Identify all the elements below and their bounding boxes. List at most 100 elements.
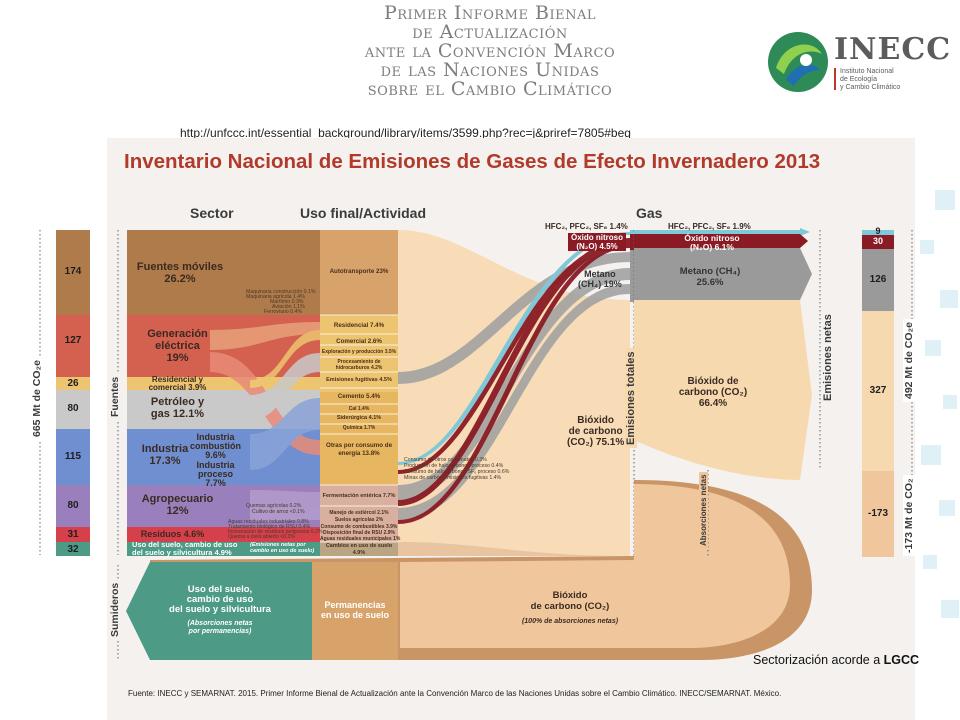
sector-label-line: 12% bbox=[166, 505, 189, 517]
right-axis-bottom-label: -173 Mt de CO₂ bbox=[903, 475, 915, 556]
sector-label-industria-comb: Industria combustión 9.6% bbox=[188, 433, 243, 460]
gas-label-n2o-right: Óxido nitroso (N₂O) 6.1% bbox=[670, 234, 754, 252]
sector-label-line: (Emisiones netas por bbox=[250, 542, 306, 548]
sectorizacion-note: Sectorización acorde a LGCC bbox=[753, 653, 919, 667]
report-title: Primer Informe Bienal de Actualización a… bbox=[280, 4, 700, 99]
sector-block-residencial bbox=[127, 377, 320, 390]
bottom-label-perm: Permanencias en uso de suelo bbox=[312, 600, 398, 620]
left-value: 80 bbox=[67, 403, 79, 414]
bottom-label-co2: Bióxido de carbono (CO₂) bbox=[500, 590, 640, 612]
gas-label-ch4-left: Metano (CH₄) 19% bbox=[578, 269, 622, 289]
sector-label-line: Uso del suelo, cambio de uso bbox=[132, 540, 238, 549]
sector-use-ribbons bbox=[210, 322, 320, 522]
logo-subtitle: Instituto Nacional de Ecología y Cambio … bbox=[840, 68, 900, 92]
sub-label: Maquinaria construcción 0.1% bbox=[246, 289, 316, 295]
emisiones-totales-label: Emisiones totales bbox=[625, 348, 637, 448]
net-hfc bbox=[634, 230, 802, 234]
gas-label-line: (CO₂) 75.1% bbox=[567, 437, 625, 448]
decorative-tiles bbox=[920, 190, 959, 618]
bottom-label-line: en uso de suelo bbox=[320, 610, 389, 620]
bottom-label-line: Uso del suelo, bbox=[187, 584, 253, 595]
use-label: Cal 1.4% bbox=[348, 406, 370, 412]
sub-label: Incineración de residuos peligrosos 0.2% bbox=[228, 529, 323, 535]
right-value: -173 bbox=[867, 508, 888, 519]
use-label: Aguas residuales municipales 1% bbox=[320, 536, 401, 542]
right-bar-co2 bbox=[862, 311, 894, 471]
inecc-logo: INECC Instituto Nacional de Ecología y C… bbox=[766, 30, 950, 100]
mid-label: Producción de halocarbonos-proceso 0.4% bbox=[404, 463, 504, 469]
gas-label-co2-right: Bióxido de carbono (CO₂) 66.4% bbox=[665, 376, 761, 409]
left-value: 80 bbox=[67, 500, 79, 511]
net-hfc-arrow bbox=[800, 228, 810, 236]
use-column-autotransporte bbox=[320, 230, 398, 315]
value-bar-industria bbox=[56, 429, 90, 485]
sector-block-residuos bbox=[127, 527, 320, 542]
left-value: 174 bbox=[64, 266, 82, 277]
right-bar-absorciones bbox=[862, 471, 894, 557]
sector-label-moviles: Fuentes móviles 26.2% bbox=[130, 261, 230, 285]
right-axis-top-label: 492 Mt de CO₂e bbox=[903, 318, 915, 402]
sector-label-uso-suelo: Uso del suelo, cambio de uso del suelo y… bbox=[132, 541, 237, 556]
use-label: Suelos agrícolas 2% bbox=[334, 517, 384, 523]
gas-label-line: 66.4% bbox=[698, 398, 728, 409]
sector-label-line: comercial 3.9% bbox=[148, 383, 207, 392]
use-label: Exploración y producción 3.5% bbox=[321, 349, 397, 355]
net-ch4 bbox=[634, 248, 812, 300]
ribbon-generacion-residencial bbox=[210, 322, 320, 350]
column-head-uso: Uso final/Actividad bbox=[300, 205, 427, 221]
use-column-agro bbox=[320, 485, 398, 542]
bottom-label-line: (Absorciones netas bbox=[187, 620, 253, 627]
sector-label-line: Agropecuario bbox=[141, 493, 214, 505]
logo-divider bbox=[834, 68, 836, 90]
sector-label-line: Industria bbox=[141, 443, 189, 455]
net-n2o-arrow bbox=[800, 234, 808, 248]
sector-block-uso-suelo bbox=[127, 542, 320, 556]
sub-label: Tratamiento biológico de RSU 0.4% bbox=[228, 524, 311, 530]
gas-label-line: (CH₄) 19% bbox=[578, 279, 622, 289]
sumideros-label: Sumideros bbox=[109, 579, 121, 640]
source-url: http://unfccc.int/essential_background/l… bbox=[180, 126, 631, 140]
use-label: Otras por consumo de energía 13.8% bbox=[326, 442, 393, 457]
emisiones-netas-label: Emisiones netas bbox=[822, 311, 834, 404]
sub-label: Quemas agrícolas 0.2% bbox=[246, 503, 302, 509]
sector-label-residencial: Residencial y comercial 3.9% bbox=[130, 376, 225, 392]
bottom-label-line: de carbono (CO₂) bbox=[530, 601, 610, 612]
value-bar-residuos bbox=[56, 527, 90, 542]
sector-label-line: Petróleo y bbox=[150, 396, 205, 408]
gas-label-co2-left: Bióxido de carbono (CO₂) 75.1% bbox=[567, 415, 624, 448]
use-label: Fermentación entérica 7.7% bbox=[322, 493, 396, 499]
total-hfc bbox=[630, 230, 634, 234]
diagram-title: Inventario Nacional de Emisiones de Gase… bbox=[124, 150, 821, 173]
use-label: Manejo de estiércol 2.1% bbox=[329, 510, 389, 516]
gas-label-line: Bióxido de bbox=[687, 376, 739, 387]
gas-label-ch4-right: Metano (CH₄) 25.6% bbox=[665, 266, 755, 288]
bottom-label-uso: Uso del suelo, cambio de uso del suelo y… bbox=[140, 585, 300, 615]
sector-label-line: 19% bbox=[166, 352, 189, 364]
column-head-sector: Sector bbox=[190, 205, 234, 221]
gas-label-line: Metano (CH₄) bbox=[679, 266, 741, 277]
bottom-perm-block bbox=[312, 562, 398, 660]
ribbon-petroleo-exploracion bbox=[250, 353, 320, 420]
logo-sub-line: Instituto Nacional bbox=[840, 68, 894, 75]
sector-label-line: Industria bbox=[196, 460, 235, 470]
ribbon-residencial bbox=[250, 330, 320, 388]
net-co2 bbox=[634, 300, 812, 480]
gas-label-line: Metano bbox=[584, 269, 616, 279]
gas-label-line: carbono (CO₂) bbox=[678, 387, 748, 398]
use-label: Siderúrgica 4.1% bbox=[336, 415, 382, 421]
sector-label-line: 17.3% bbox=[149, 455, 181, 467]
sector-label-line: 9.6% bbox=[205, 450, 226, 460]
value-bar-uso-suelo bbox=[56, 542, 90, 556]
sector-label-industria: Industria 17.3% bbox=[130, 443, 200, 467]
sector-label-petroleo: Petróleo y gas 12.1% bbox=[130, 396, 225, 420]
total-n2o bbox=[630, 234, 634, 250]
gas-label-line: Óxido nitroso bbox=[571, 233, 623, 242]
left-value: 31 bbox=[67, 529, 79, 540]
mid-label: Consumo de halocarbonos SF₆ proceso 0.6% bbox=[404, 469, 510, 475]
value-bar-generacion bbox=[56, 315, 90, 377]
report-title-line: sobre el Cambio Climático bbox=[367, 78, 613, 100]
use-column-uso-suelo bbox=[320, 542, 398, 556]
sector-label-line: cambio en uso de suelo) bbox=[250, 548, 315, 554]
report-title-line: Primer Informe Bienal bbox=[383, 2, 596, 24]
